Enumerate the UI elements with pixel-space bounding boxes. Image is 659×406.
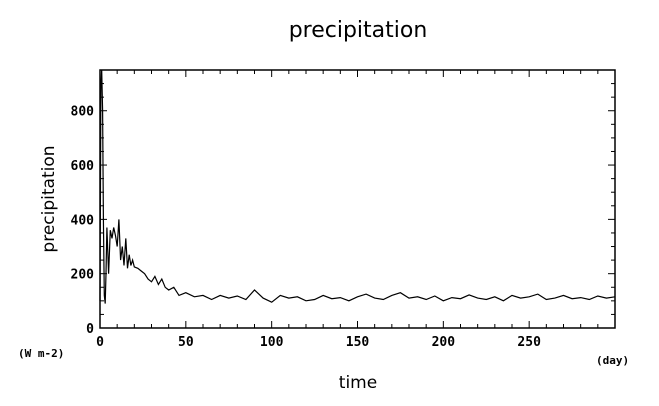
x-axis-label: time	[339, 373, 377, 393]
y-unit-label: (W m-2)	[18, 347, 64, 360]
y-tick-label: 0	[86, 322, 94, 337]
series-line	[99, 69, 616, 304]
y-tick-label: 600	[71, 159, 95, 174]
axis-ticks	[99, 69, 616, 329]
plot-frame	[99, 69, 616, 329]
x-tick-label: 100	[260, 335, 284, 350]
y-tick-label: 800	[71, 105, 95, 120]
chart-title: precipitation	[289, 18, 428, 43]
tick-labels: 0 50 100 150 200 250 0 200 400 600 800	[71, 105, 542, 350]
x-unit-label: (day)	[596, 354, 629, 367]
x-tick-label: 0	[96, 335, 104, 350]
y-tick-label: 200	[71, 268, 95, 283]
y-axis-label: precipitation	[39, 145, 59, 252]
x-tick-label: 150	[346, 335, 370, 350]
x-tick-label: 50	[178, 335, 194, 350]
x-tick-label: 200	[432, 335, 456, 350]
x-tick-label: 250	[517, 335, 541, 350]
y-tick-label: 400	[71, 213, 95, 228]
